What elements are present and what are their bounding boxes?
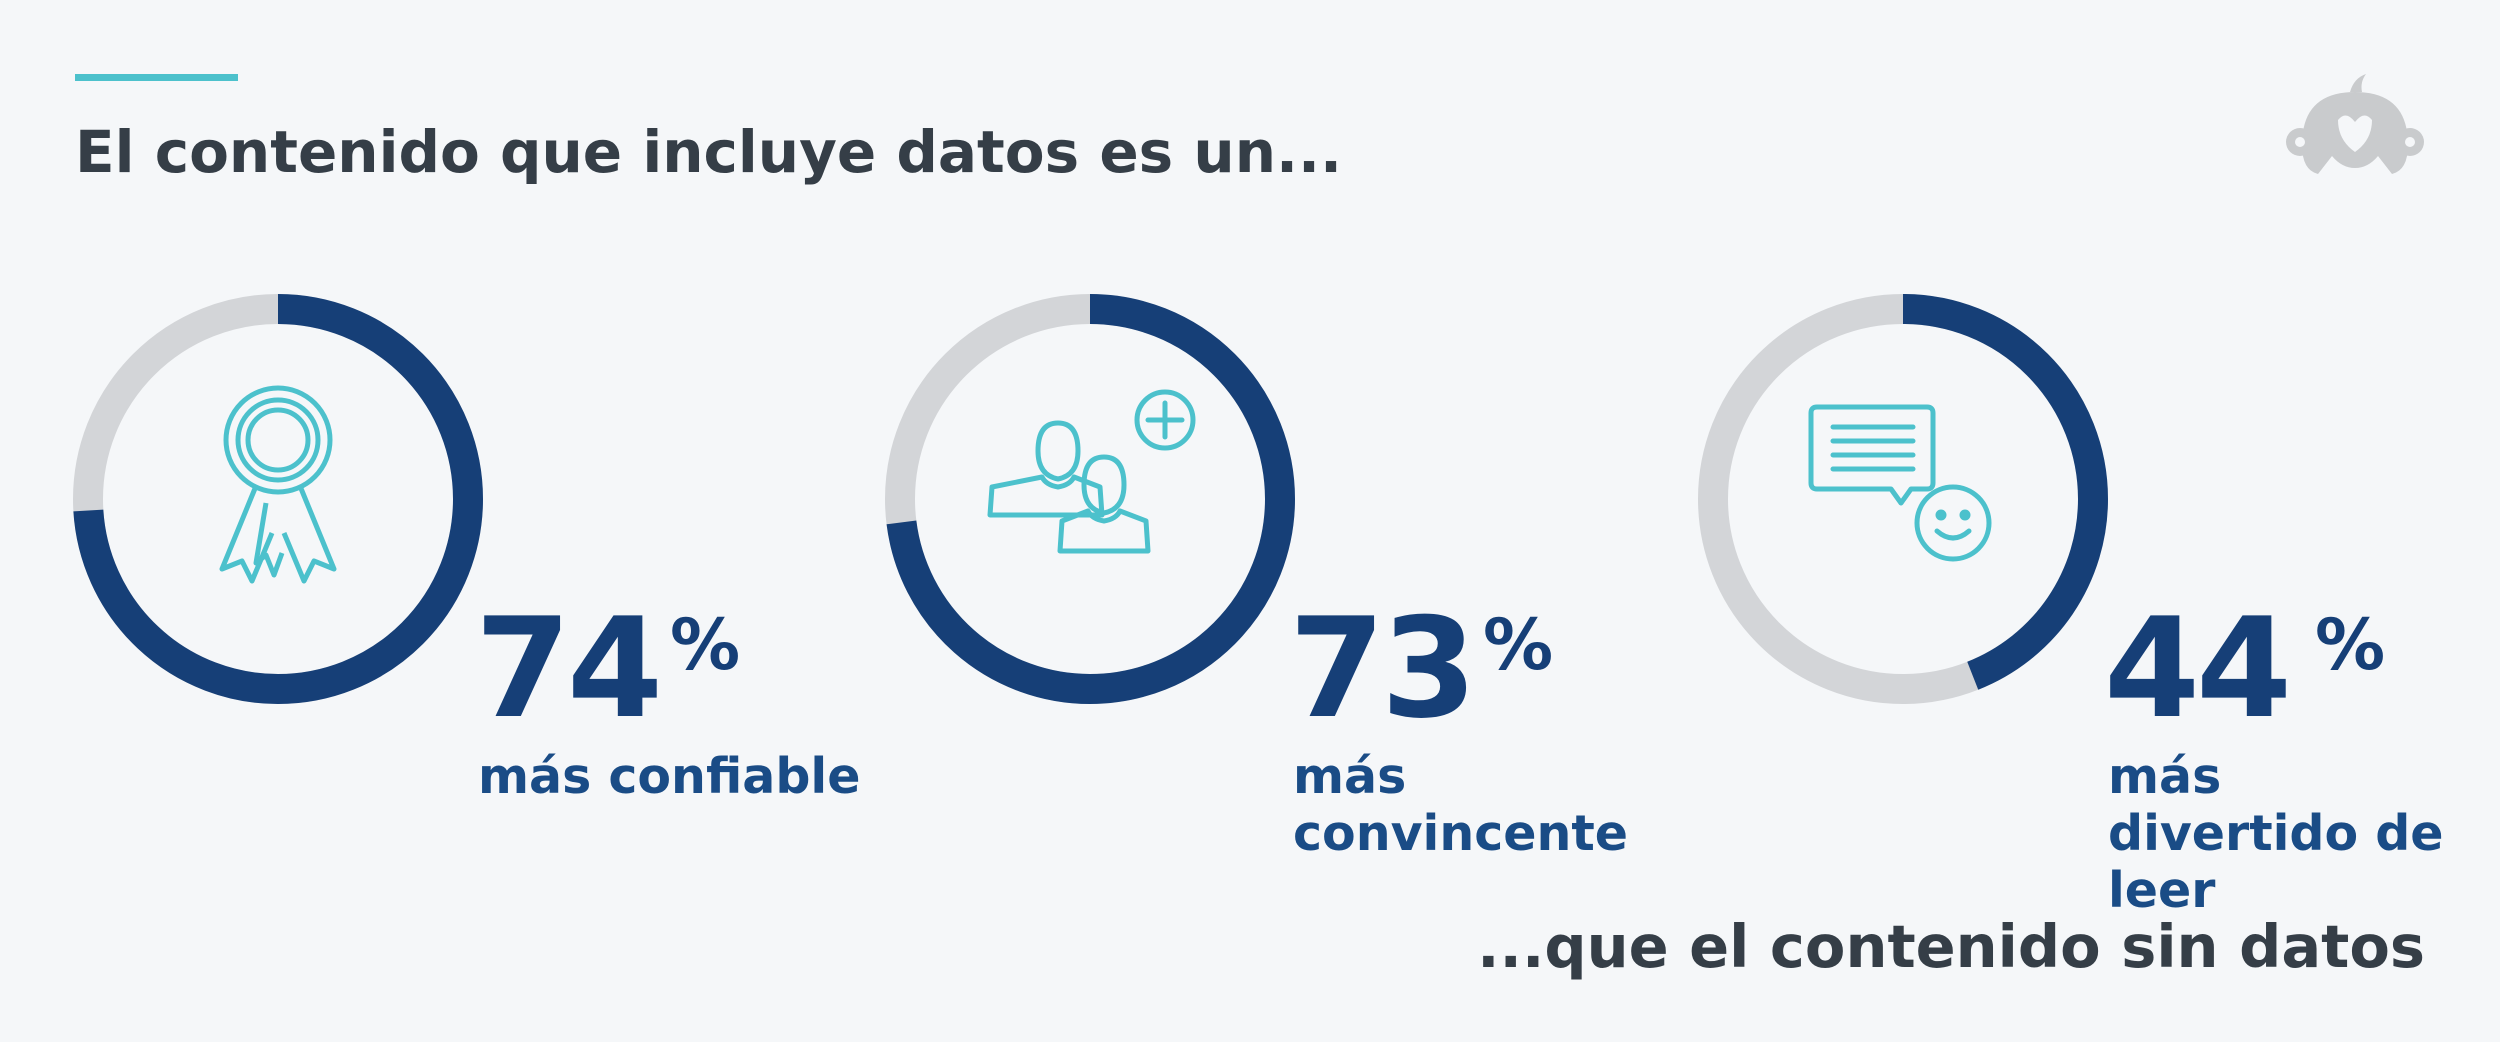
chat-smile-icon bbox=[1808, 404, 1992, 562]
add-people-icon bbox=[987, 389, 1196, 554]
donut-remainder-arc bbox=[885, 294, 1295, 704]
stat-label: más divertido de leer bbox=[2108, 748, 2444, 919]
donut-remainder-arc bbox=[1698, 294, 2108, 704]
footer-note: ...que el contenido sin datos bbox=[1477, 912, 2425, 981]
stat-unit: % bbox=[2315, 604, 2386, 686]
stat-label: más convincente bbox=[1293, 748, 1629, 862]
stat-value: 74 bbox=[475, 588, 663, 749]
stat-unit: % bbox=[1483, 604, 1554, 686]
stat-value: 44 bbox=[2104, 588, 2292, 749]
donut-chart-fun bbox=[1698, 294, 2108, 704]
stat-unit: % bbox=[670, 604, 741, 686]
award-ribbon-icon bbox=[219, 385, 337, 584]
accent-line bbox=[75, 74, 238, 81]
donut-value-arc bbox=[885, 294, 1295, 704]
donut-remainder-arc bbox=[73, 294, 483, 704]
donut-value-arc bbox=[1698, 294, 2108, 704]
donut-chart-trustworthy bbox=[73, 294, 483, 704]
donut-chart-convincing bbox=[885, 294, 1295, 704]
monkey-logo-icon bbox=[2286, 74, 2424, 174]
stat-value: 73 bbox=[1289, 588, 1477, 749]
page-title: El contenido que incluye datos es un... bbox=[75, 118, 1343, 186]
donut-value-arc bbox=[73, 294, 483, 704]
stat-label: más confiable bbox=[478, 748, 861, 805]
